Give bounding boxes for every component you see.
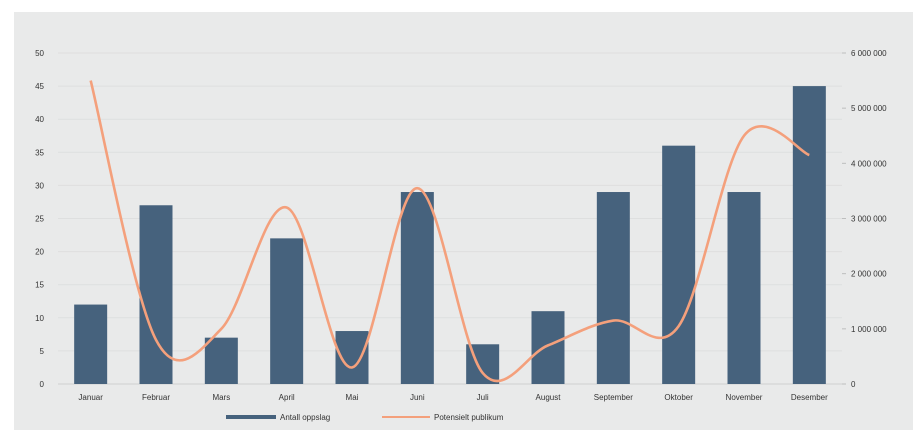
combo-chart: 0 5 10 15 20 25 30 35 40 45 50 0 1 000 000 2 000 000…	[35, 49, 887, 422]
audience-line	[89, 80, 810, 383]
legend-swatch-bars	[226, 415, 276, 419]
chart-container: 0 5 10 15 20 25 30 35 40 45 50 0 1 000 000 2 000 000…	[14, 12, 913, 430]
bar	[792, 86, 826, 384]
left-tick-label: 0	[40, 380, 45, 389]
x-tick-label: August	[536, 393, 562, 402]
x-tick-label: Juni	[410, 393, 425, 402]
legend-label-line: Potensielt publikum	[434, 413, 504, 422]
x-tick-label: Mai	[346, 393, 359, 402]
left-tick-label: 15	[35, 281, 44, 290]
bar-series	[74, 86, 826, 384]
x-tick-label: Oktober	[664, 393, 693, 402]
left-tick-label: 35	[35, 148, 44, 157]
bar	[270, 238, 304, 384]
x-tick-label: Desember	[791, 393, 828, 402]
left-tick-label: 40	[35, 115, 44, 124]
right-tick-label: 5 000 000	[851, 104, 887, 113]
bar	[139, 205, 173, 384]
right-axis: 0 1 000 000 2 000 000 3 000 000 4 000 000 5 0…	[842, 49, 887, 389]
right-tick-label: 2 000 000	[851, 270, 887, 279]
x-tick-label: Mars	[212, 393, 230, 402]
grid-lines	[58, 52, 842, 385]
left-tick-label: 45	[35, 82, 44, 91]
bar	[74, 304, 108, 384]
x-tick-label: Juli	[477, 393, 489, 402]
x-axis: Januar Februar Mars April Mai Juni Juli August S…	[78, 393, 828, 402]
right-tick-label: 0	[851, 380, 856, 389]
left-tick-label: 25	[35, 215, 44, 224]
x-tick-label: September	[594, 393, 633, 402]
left-tick-label: 10	[35, 314, 44, 323]
left-tick-label: 30	[35, 181, 44, 190]
left-tick-label: 20	[35, 248, 44, 257]
bar	[531, 311, 565, 384]
bar	[662, 145, 696, 384]
legend-label-bars: Antall oppslag	[280, 413, 330, 422]
x-tick-label: April	[279, 393, 295, 402]
left-axis: 0 5 10 15 20 25 30 35 40 45 50	[35, 49, 44, 389]
left-tick-label: 50	[35, 49, 44, 58]
right-tick-label: 4 000 000	[851, 159, 887, 168]
line-series	[89, 80, 810, 383]
legend: Antall oppslag Potensielt publikum	[226, 413, 504, 422]
bar	[727, 192, 761, 384]
right-tick-label: 6 000 000	[851, 49, 887, 58]
bar	[204, 337, 238, 384]
x-tick-label: November	[726, 393, 763, 402]
left-tick-label: 5	[40, 347, 45, 356]
bar	[596, 192, 630, 384]
right-tick-label: 1 000 000	[851, 325, 887, 334]
x-tick-label: Januar	[78, 393, 103, 402]
x-tick-label: Februar	[142, 393, 170, 402]
right-tick-label: 3 000 000	[851, 215, 887, 224]
bar	[400, 192, 434, 384]
